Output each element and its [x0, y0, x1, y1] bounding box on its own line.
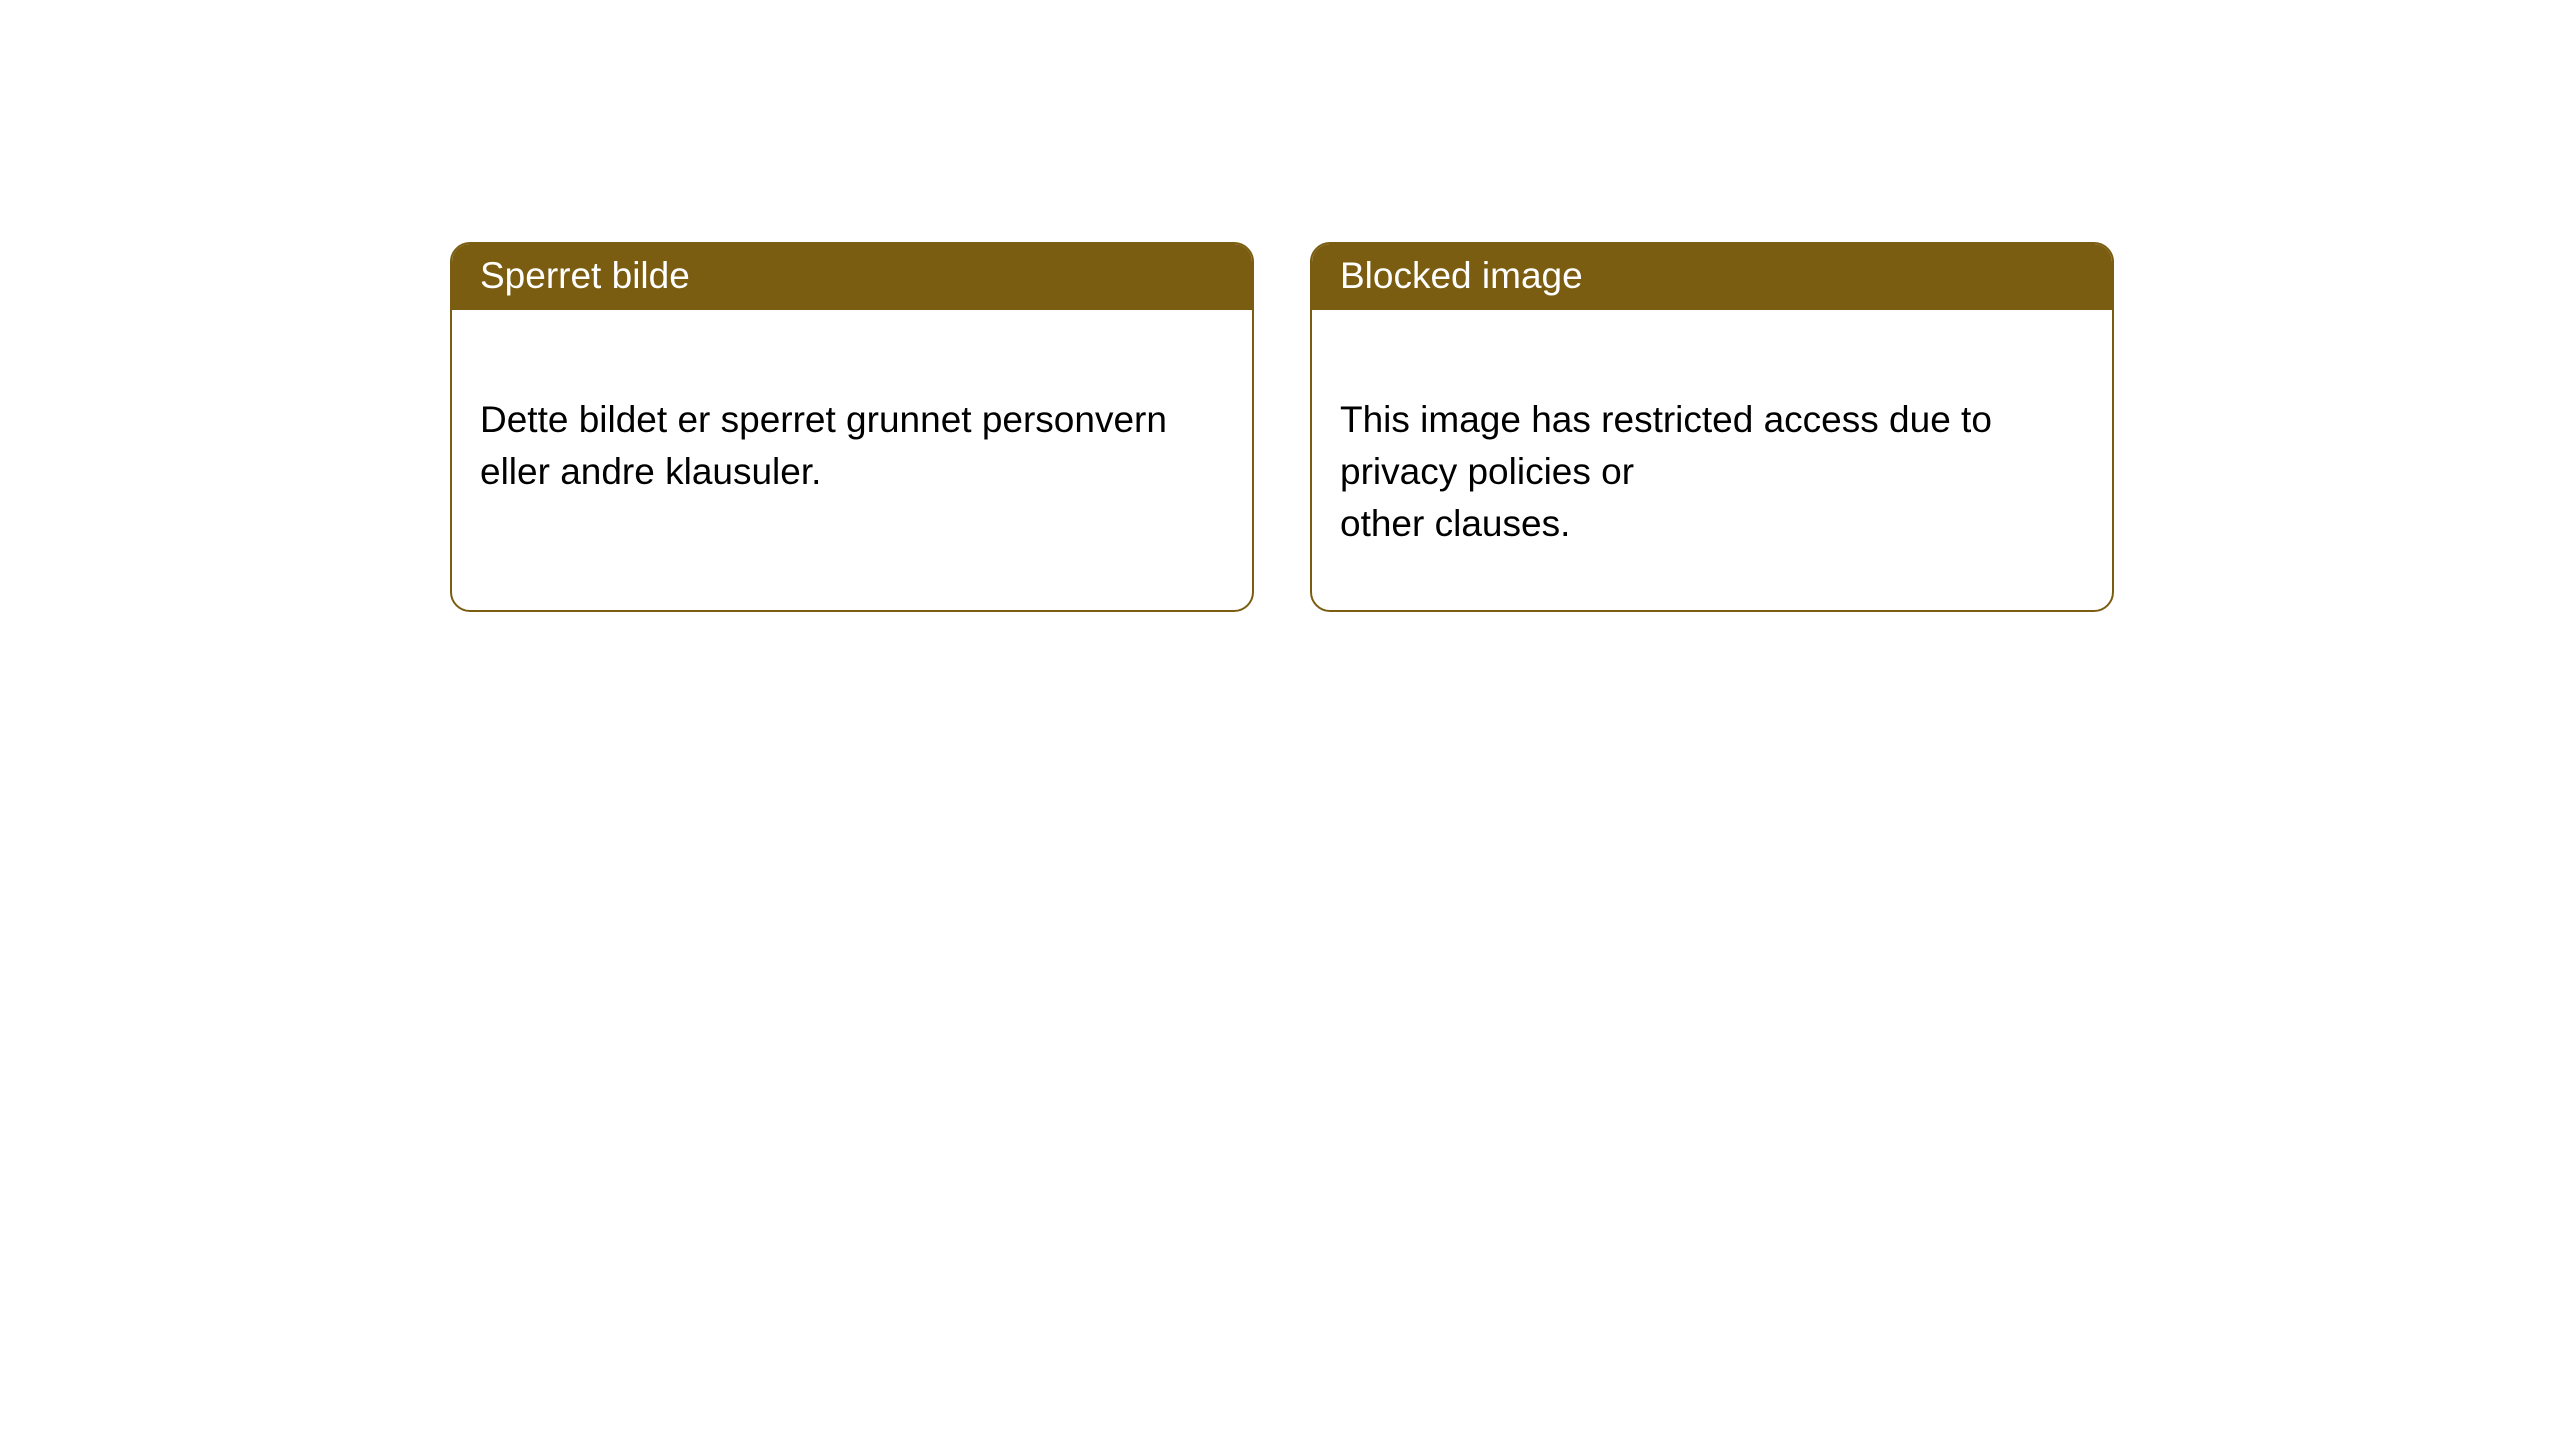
- card-title: Sperret bilde: [480, 255, 690, 296]
- notice-card-english: Blocked image This image has restricted …: [1310, 242, 2114, 612]
- card-title: Blocked image: [1340, 255, 1583, 296]
- card-header: Sperret bilde: [452, 244, 1252, 310]
- card-body-text: Dette bildet er sperret grunnet personve…: [480, 399, 1167, 492]
- card-body: Dette bildet er sperret grunnet personve…: [452, 310, 1252, 557]
- card-body: This image has restricted access due to …: [1312, 310, 2112, 609]
- card-body-text: This image has restricted access due to …: [1340, 399, 1992, 544]
- notice-cards-container: Sperret bilde Dette bildet er sperret gr…: [0, 0, 2560, 612]
- card-header: Blocked image: [1312, 244, 2112, 310]
- notice-card-norwegian: Sperret bilde Dette bildet er sperret gr…: [450, 242, 1254, 612]
